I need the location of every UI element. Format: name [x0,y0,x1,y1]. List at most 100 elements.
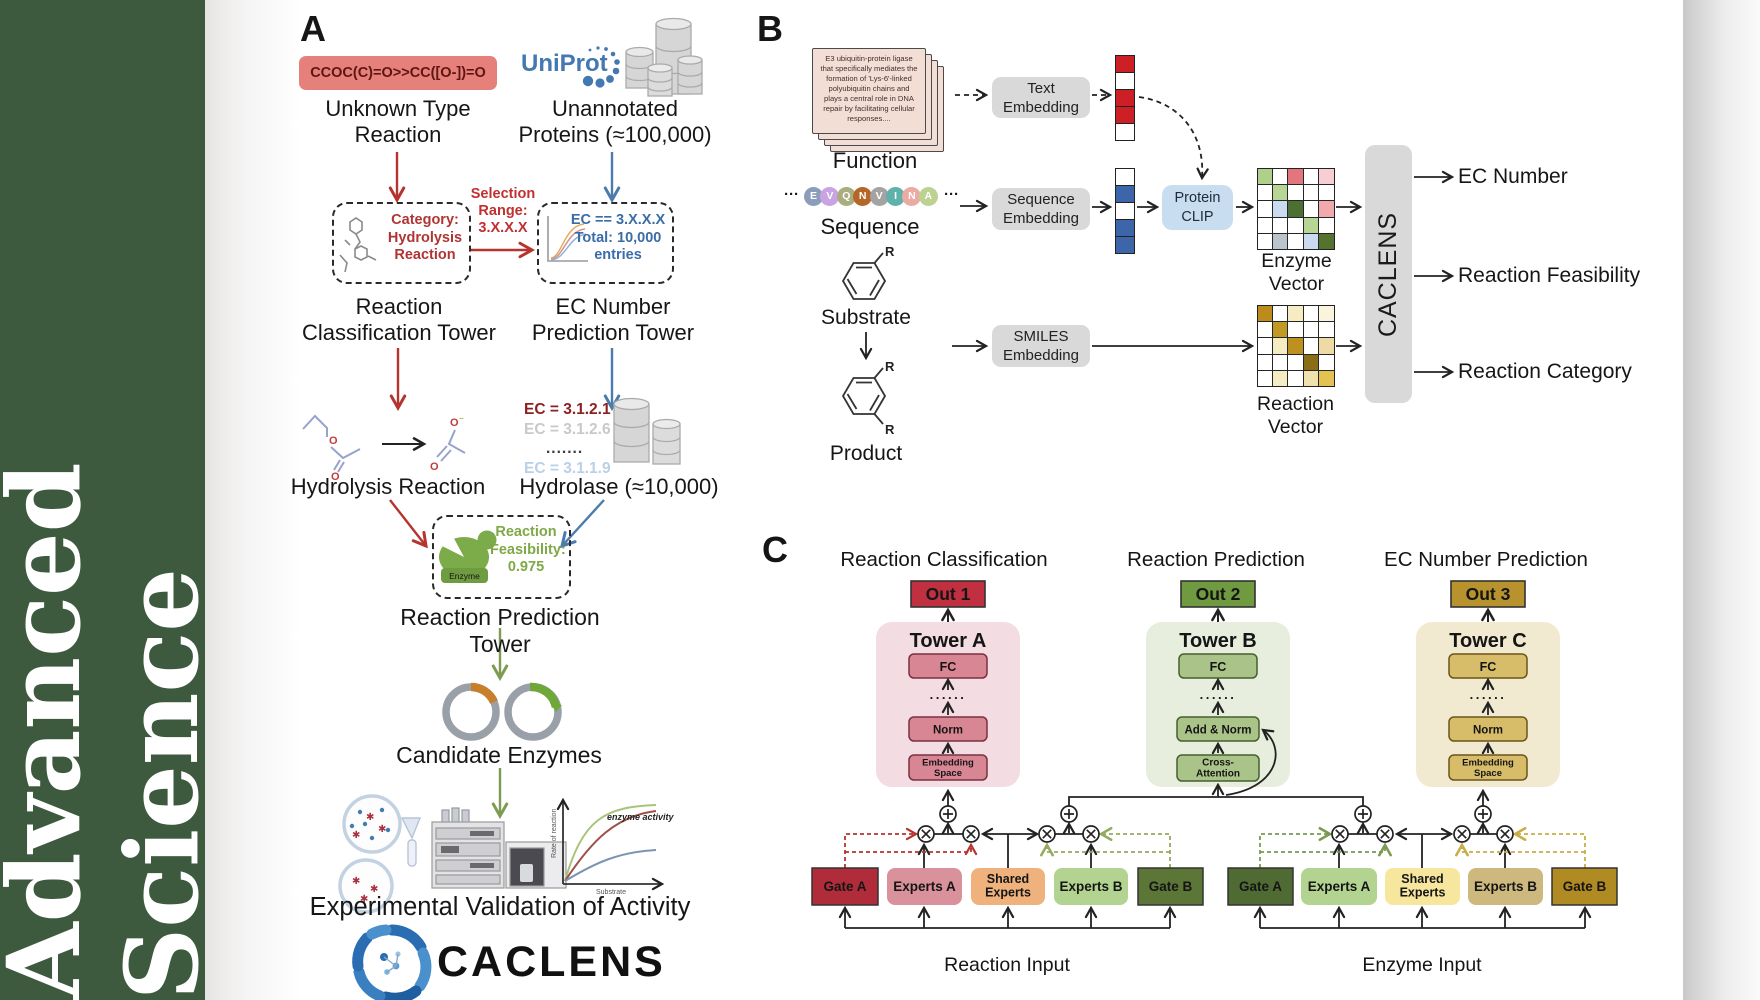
uniprot-logo: UniProt [521,50,608,77]
shared-experts-right-label: Shared Experts [1400,872,1446,900]
tower-c-label: Tower C [1449,630,1526,652]
vector-cell [1288,354,1304,371]
residue-circle: N [853,187,873,206]
ec-item-top: EC = 3.1.2.1 [524,401,611,418]
enzyme-blob-icon: Enzyme [434,530,497,583]
vector-cell [1318,233,1334,249]
gate-b-left-label: Gate B [1149,879,1193,894]
vector-cell [1288,233,1304,249]
vector-cell [1288,322,1304,339]
vector-cell [1258,201,1274,218]
vector-cell [1318,185,1334,202]
residue-circle: I [886,187,906,206]
caclens-logo-icon [352,924,432,1000]
activity-plot: enzyme activity Rate of reaction Substra… [551,800,675,896]
shared-experts-left-label: Shared Experts [985,872,1031,900]
column1-title: Reaction Classification [840,548,1047,571]
vector-cell [1273,217,1289,234]
vector-cell [1258,306,1274,323]
database-stack-icon [625,17,703,97]
tower-b-layers: FC ...... Add & Norm Cross-Attention [1176,653,1277,796]
hydrolysis-molecules-icon: O O O − O [302,414,466,483]
svg-text:......: ...... [1470,687,1507,702]
experts-a-left-label: Experts A [893,879,956,894]
r-group-label: R [885,422,895,437]
enzyme-input-label: Enzyme Input [1362,954,1482,976]
vector-cell [1273,201,1289,218]
vector-cell [1288,169,1304,186]
svg-text:✱: ✱ [366,812,374,823]
vector-cell [1116,203,1134,220]
vector-cell [1288,370,1304,386]
vector-cell [1273,306,1289,323]
text-embedding-box: Text Embedding [992,77,1090,118]
unknown-reaction-label: Unknown Type Reaction [325,96,471,147]
caclens-wordmark: CACLENS [437,938,666,986]
svg-text:Norm: Norm [1473,725,1503,737]
panel-b-label: B [757,8,783,49]
caclens-bar: CACLENS [1365,145,1412,403]
vector-cell [1258,185,1274,202]
panel-c-label: C [762,529,788,570]
plot-xlabel: Substrate [596,889,626,896]
vector-cell [1116,220,1134,237]
svg-text:✱: ✱ [352,876,360,887]
vector-cell [1258,338,1274,355]
classification-tower-label: Reaction Classification Tower [301,294,496,345]
vector-cell [1258,370,1274,386]
r-group-label: R [885,244,895,259]
experts-a-right-label: Experts A [1308,879,1371,894]
vector-cell [1318,169,1334,186]
out3-label: Out 3 [1466,584,1511,604]
ec-item-2: EC = 3.1.2.6 [524,420,611,438]
enzyme-vector-matrix [1257,168,1335,250]
category-text: Category: Hydrolysis Reaction [387,212,463,263]
svg-text:FC: FC [1480,660,1497,674]
vector-cell [1116,56,1134,73]
panel-a-label: A [300,8,326,49]
reaction-vector-matrix [1257,305,1335,387]
vector-cell [1318,322,1334,339]
ec-tower-label: EC Number Prediction Tower [531,294,695,345]
vector-cell [1273,354,1289,371]
vector-cell [1303,306,1319,323]
unannotated-proteins-label: Unannotated Proteins (≈100,000) [518,96,712,147]
right-gutter [1683,0,1760,1000]
vector-cell [1273,322,1289,339]
selection-range-label: Selection Range: 3.X.X.X [470,186,536,236]
vector-cell [1258,217,1274,234]
residue-circle: Q [836,187,856,206]
vector-cell [1303,322,1319,339]
r-group-label: R [885,359,895,374]
arrow-hydrolysis-to-feasibility [389,499,426,546]
vector-cell [1116,124,1134,140]
sequence-embedding-box: Sequence Embedding [992,188,1090,230]
vector-cell [1303,354,1319,371]
svg-text:✱: ✱ [360,894,368,905]
experts-b-right-label: Experts B [1474,879,1537,894]
svg-text:FC: FC [1210,660,1227,674]
smiles-reaction-box: CCOC(C)=O>>CC([O-])=O [299,56,497,90]
vector-cell [1288,338,1304,355]
prediction-tower-label: Reaction Prediction Tower [400,604,600,657]
column3-title: EC Number Prediction [1384,548,1588,571]
svg-text:......: ...... [930,687,967,702]
vector-cell [1116,237,1134,253]
svg-text:O: O [430,461,439,473]
out2-label: Out 2 [1196,584,1241,604]
reaction-input-label: Reaction Input [944,954,1070,976]
tower-a-layers: FC ...... Norm Embedding Space [908,653,988,781]
experts-b-left-label: Experts B [1059,879,1122,894]
sequence-label: Sequence [820,214,920,239]
left-gutter [205,0,300,1000]
vector-cell [1273,338,1289,355]
ec-selection-dashed-box [537,202,674,284]
gate-dashed-wiring [844,834,1586,868]
vector-cell [1116,169,1134,186]
vector-cell [1303,217,1319,234]
enzyme-icon-label: Enzyme [449,571,480,581]
function-card-text: E3 ubiquitin-protein ligase that specifi… [820,54,918,124]
residue-circle: V [869,187,889,206]
